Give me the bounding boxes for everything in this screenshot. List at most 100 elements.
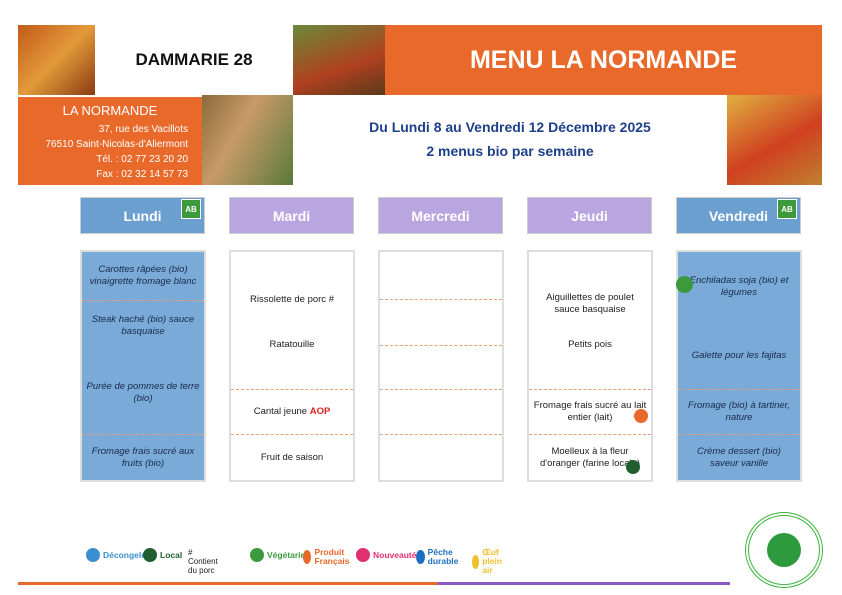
- menu-item: Crème dessert (bio) saveur vanille: [678, 434, 800, 482]
- divider: [82, 300, 204, 301]
- menu-item: Galette pour les fajitas: [678, 322, 800, 389]
- bio-ab-icon: AB: [777, 199, 797, 219]
- menu-period: Du Lundi 8 au Vendredi 12 Décembre 2025 …: [300, 115, 720, 163]
- divider: [529, 389, 651, 390]
- legend-item: Végétarien: [250, 548, 310, 562]
- day-header-mercredi: Mercredi: [378, 197, 503, 234]
- divider: [82, 434, 204, 435]
- la-normande-logo: [745, 512, 823, 588]
- day-menu-lundi: Carottes râpées (bio) vinaigrette fromag…: [80, 250, 206, 482]
- fish-icon: [416, 550, 425, 564]
- snowflake-icon: [86, 548, 100, 562]
- day-name: Mardi: [272, 207, 311, 224]
- menu-item: Fromage frais sucré au lait entier (lait…: [529, 389, 651, 434]
- footer-line-purple: [438, 582, 730, 585]
- legend-label: Décongelé: [103, 549, 146, 560]
- legend-label: Pêche durable: [427, 547, 459, 566]
- menu-item: Fruit de saison: [231, 434, 353, 482]
- menu-item-text: Fromage (bio) à tartiner, nature: [688, 399, 790, 423]
- day-name: Vendredi: [708, 207, 769, 224]
- city: 76510 Saint-Nicolas-d'Aliermont: [45, 139, 188, 150]
- divider: [380, 389, 502, 390]
- leaf-icon: [676, 276, 693, 293]
- menu-item-text: Crème dessert (bio) saveur vanille: [697, 446, 781, 469]
- menu-item-text: Petits pois: [568, 339, 612, 350]
- day-header-mardi: Mardi: [229, 197, 354, 234]
- divider: [380, 345, 502, 346]
- menu-item-text: Fruit de saison: [260, 452, 324, 463]
- legend-item: # Contient du porc: [188, 548, 218, 575]
- autumn-photo-left: [18, 25, 95, 95]
- menu-item-text: Steak haché (bio) sauce basquaise: [91, 314, 195, 337]
- day-menu-vendredi: Enchiladas soja (bio) et légumes Galette …: [676, 250, 802, 482]
- phone: Tél. : 02 77 23 20 20: [96, 154, 188, 165]
- date-range: Du Lundi 8 au Vendredi 12 Décembre 2025: [369, 119, 651, 135]
- day-name: Mercredi: [411, 207, 470, 224]
- legend-item: Nouveauté: [356, 548, 416, 562]
- day-menu-jeudi: Aiguillettes de poulet sauce basquaise Pe…: [527, 250, 653, 482]
- legend-label: Œuf plein air: [482, 547, 503, 575]
- day-name: Lundi: [123, 207, 162, 224]
- menu-item-text: Rissolette de porc #: [250, 294, 334, 305]
- menu-item: Fromage frais sucré aux fruits (bio): [82, 434, 204, 482]
- menu-item-text: Carottes râpées (bio) vinaigrette fromag…: [89, 264, 197, 287]
- legend-item: Œuf plein air: [472, 548, 509, 575]
- kitchen-name: LA NORMANDE: [62, 103, 158, 118]
- divider: [231, 389, 353, 390]
- menu-item-text: Purée de pommes de terre (bio): [86, 381, 200, 404]
- new-icon: [356, 548, 370, 562]
- menu-item: Rissolette de porc #: [231, 252, 353, 348]
- menu-item-text: Enchiladas soja (bio) et légumes: [689, 275, 789, 298]
- fax: Fax : 02 32 14 57 73: [96, 169, 188, 180]
- day-name: Jeudi: [571, 207, 608, 224]
- bio-note: 2 menus bio par semaine: [426, 143, 594, 159]
- legend-label: Végétarien: [267, 549, 311, 560]
- menu-item: Aiguillettes de poulet sauce basquaise: [529, 252, 651, 356]
- day-header-jeudi: Jeudi: [527, 197, 652, 234]
- menu-item: Moelleux à la fleur d'oranger (farine lo…: [529, 434, 651, 482]
- divider: [380, 299, 502, 300]
- menu-item: Steak haché (bio) sauce basquaise: [82, 300, 204, 352]
- leaf-icon: [250, 548, 264, 562]
- kitchen-address: LA NORMANDE 37, rue des Vacillots 76510 …: [18, 97, 202, 185]
- egg-icon: [472, 554, 480, 569]
- divider: [678, 389, 800, 390]
- site-name: DAMMARIE 28: [135, 50, 253, 69]
- menu-item: Ratatouille: [231, 322, 353, 368]
- legend-label: Local: [160, 549, 183, 560]
- bio-ab-icon: AB: [181, 199, 201, 219]
- divider: [678, 434, 800, 435]
- menu-item: Purée de pommes de terre (bio): [82, 352, 204, 434]
- menu-item-text: Ratatouille: [269, 339, 315, 350]
- menu-item-text: Aiguillettes de poulet sauce basquaise: [546, 292, 634, 315]
- menu-item: Cantal jeune AOP: [231, 389, 353, 434]
- children-photo: [202, 95, 293, 185]
- autumn-photo-right: [727, 95, 822, 185]
- footer-line-orange: [18, 582, 438, 585]
- pot-icon: [143, 548, 157, 562]
- menu-item-text: Galette pour les fajitas: [691, 349, 787, 361]
- legend-label: Nouveauté: [373, 549, 417, 560]
- legend-item: Local: [143, 548, 182, 562]
- day-menu-mercredi: [378, 250, 504, 482]
- divider: [529, 434, 651, 435]
- menu-title: MENU LA NORMANDE: [385, 25, 822, 95]
- menu-item: Fromage (bio) à tartiner, nature: [678, 389, 800, 434]
- street: 37, rue des Vacillots: [98, 124, 188, 135]
- divider: [380, 434, 502, 435]
- legend-item: Produit Français: [303, 548, 355, 566]
- day-menu-mardi: Rissolette de porc # Ratatouille Cantal je…: [229, 250, 355, 482]
- pot-icon: [626, 460, 640, 474]
- france-icon: [634, 409, 648, 423]
- legend-label: # Contient du porc: [188, 548, 218, 575]
- france-icon: [303, 550, 312, 564]
- menu-item-text: Fromage frais sucré au lait entier (lait…: [533, 399, 647, 423]
- divider: [231, 434, 353, 435]
- aop-label: AOP: [309, 405, 331, 417]
- apples-photo: [293, 25, 385, 95]
- menu-item-text: Fromage frais sucré aux fruits (bio): [91, 446, 195, 469]
- menu-item-text: Cantal jeune: [253, 405, 308, 417]
- menu-item: Carottes râpées (bio) vinaigrette fromag…: [82, 252, 204, 300]
- menu-item: Petits pois: [529, 322, 651, 368]
- legend-item: Pêche durable: [416, 548, 464, 566]
